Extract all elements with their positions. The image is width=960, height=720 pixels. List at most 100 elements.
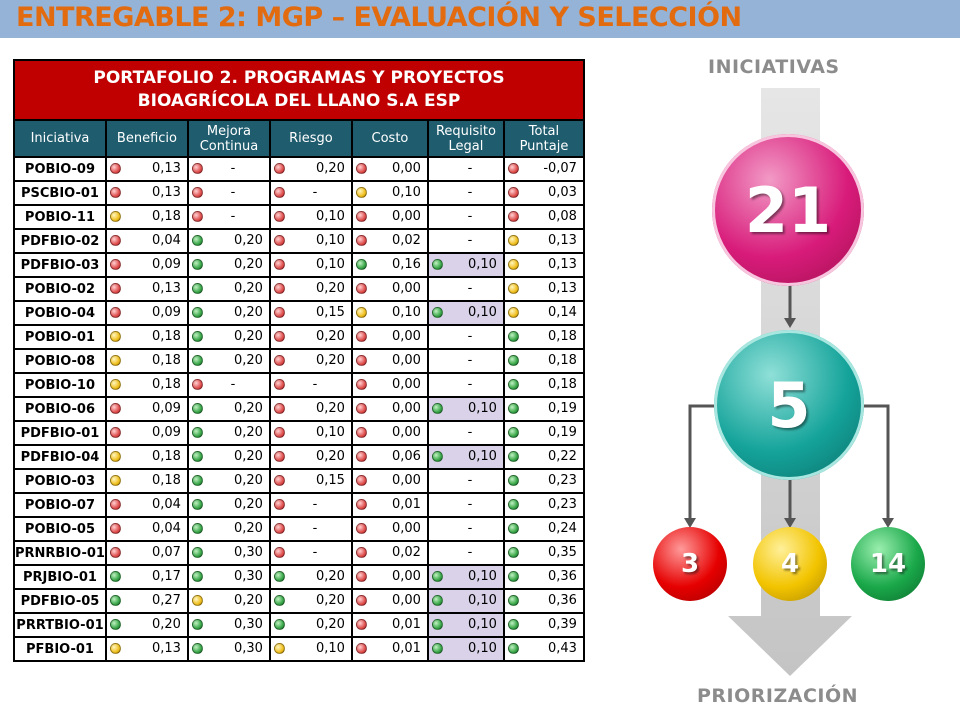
table-row: POBIO-02 0,13 0,20 0,20 0,00 - 0,13 — [13, 276, 585, 302]
cell-riesgo: 0,20 — [268, 348, 353, 374]
cell-value: 0,20 — [234, 593, 263, 608]
cell-value: 0,09 — [152, 401, 181, 416]
cell-value: 0,13 — [548, 257, 577, 272]
status-dot-icon — [273, 211, 285, 222]
status-dot-icon — [109, 547, 121, 558]
status-dot-icon — [507, 571, 519, 582]
status-dot-icon — [431, 595, 443, 606]
cell-value: 0,20 — [316, 353, 345, 368]
status-dot-icon — [191, 475, 203, 486]
initiative-name: PDFBIO-03 — [13, 252, 107, 278]
cell-mejora: - — [186, 204, 271, 230]
status-dot-icon — [191, 643, 203, 654]
cell-value: 0,13 — [152, 185, 181, 200]
status-dot-icon — [507, 211, 519, 222]
status-dot-icon — [273, 331, 285, 342]
cell-beneficio: 0,18 — [104, 348, 189, 374]
cell-value: 0,10 — [468, 641, 497, 656]
cell-costo: 0,00 — [350, 348, 429, 374]
status-dot-icon — [191, 331, 203, 342]
status-dot-icon — [273, 595, 285, 606]
cell-riesgo: 0,20 — [268, 612, 353, 638]
cell-riesgo: 0,10 — [268, 252, 353, 278]
status-dot-icon — [507, 403, 519, 414]
column-header: Beneficio — [104, 119, 189, 158]
status-dot-icon — [431, 571, 443, 582]
cell-riesgo: 0,15 — [268, 300, 353, 326]
status-dot-icon — [109, 451, 121, 462]
cell-req: 0,10 — [426, 636, 505, 662]
cell-value: 0,20 — [152, 617, 181, 632]
cell-total: 0,13 — [502, 228, 585, 254]
cell-value: - — [312, 377, 318, 392]
column-header: Iniciativa — [13, 119, 107, 158]
cell-value: 0,16 — [392, 257, 421, 272]
initiative-name: POBIO-05 — [13, 516, 107, 542]
status-dot-icon — [273, 427, 285, 438]
cell-value: 0,20 — [316, 281, 345, 296]
cell-value: 0,19 — [548, 401, 577, 416]
initiative-name: PSCBIO-01 — [13, 180, 107, 206]
cell-req: - — [426, 156, 505, 182]
status-dot-icon — [507, 163, 519, 174]
cell-total: 0,36 — [502, 564, 585, 590]
cell-value: 0,30 — [234, 569, 263, 584]
cell-beneficio: 0,17 — [104, 564, 189, 590]
status-dot-icon — [273, 379, 285, 390]
status-dot-icon — [109, 379, 121, 390]
status-dot-icon — [191, 187, 203, 198]
cell-value: 0,00 — [392, 353, 421, 368]
cell-value: 0,39 — [548, 617, 577, 632]
cell-value: 0,10 — [316, 209, 345, 224]
cell-value: 0,20 — [316, 329, 345, 344]
status-dot-icon — [355, 331, 367, 342]
cell-costo: 0,00 — [350, 396, 429, 422]
cell-req: - — [426, 372, 505, 398]
cell-beneficio: 0,04 — [104, 228, 189, 254]
cell-req: 0,10 — [426, 588, 505, 614]
cell-value: 0,43 — [548, 641, 577, 656]
cell-value: 0,02 — [392, 233, 421, 248]
cell-total: 0,08 — [502, 204, 585, 230]
status-dot-icon — [355, 475, 367, 486]
table-row: PDFBIO-01 0,09 0,20 0,10 0,00 - 0,19 — [13, 420, 585, 446]
status-dot-icon — [507, 427, 519, 438]
cell-req: - — [426, 180, 505, 206]
cell-riesgo: 0,20 — [268, 564, 353, 590]
status-dot-icon — [109, 163, 121, 174]
cell-beneficio: 0,09 — [104, 300, 189, 326]
cell-value: 0,00 — [392, 209, 421, 224]
column-header: Total Puntaje — [502, 119, 585, 158]
cell-value: 0,08 — [548, 209, 577, 224]
cell-value: - — [467, 521, 473, 536]
cell-value: 0,01 — [392, 641, 421, 656]
cell-value: 0,13 — [548, 281, 577, 296]
status-dot-icon — [507, 547, 519, 558]
cell-value: 0,18 — [152, 353, 181, 368]
status-dot-icon — [507, 379, 519, 390]
cell-costo: 0,02 — [350, 540, 429, 566]
status-dot-icon — [191, 403, 203, 414]
table-row: POBIO-07 0,04 0,20 - 0,01 - 0,23 — [13, 492, 585, 518]
cell-value: - — [230, 209, 236, 224]
cell-value: 0,20 — [234, 305, 263, 320]
cell-costo: 0,10 — [350, 300, 429, 326]
status-dot-icon — [191, 523, 203, 534]
cell-req: - — [426, 228, 505, 254]
initiative-name: PRRTBIO-01 — [13, 612, 107, 638]
cell-value: 0,36 — [548, 569, 577, 584]
cell-costo: 0,00 — [350, 564, 429, 590]
status-dot-icon — [109, 187, 121, 198]
yellow-count-circle: 4 — [753, 527, 827, 601]
status-dot-icon — [355, 571, 367, 582]
cell-total: 0,13 — [502, 252, 585, 278]
cell-value: 0,20 — [234, 425, 263, 440]
status-dot-icon — [431, 451, 443, 462]
cell-value: 0,20 — [234, 449, 263, 464]
column-header: Requisito Legal — [426, 119, 505, 158]
cell-beneficio: 0,13 — [104, 180, 189, 206]
cell-value: 0,36 — [548, 593, 577, 608]
cell-value: 0,06 — [392, 449, 421, 464]
cell-value: 0,27 — [152, 593, 181, 608]
cell-value: 0,01 — [392, 497, 421, 512]
